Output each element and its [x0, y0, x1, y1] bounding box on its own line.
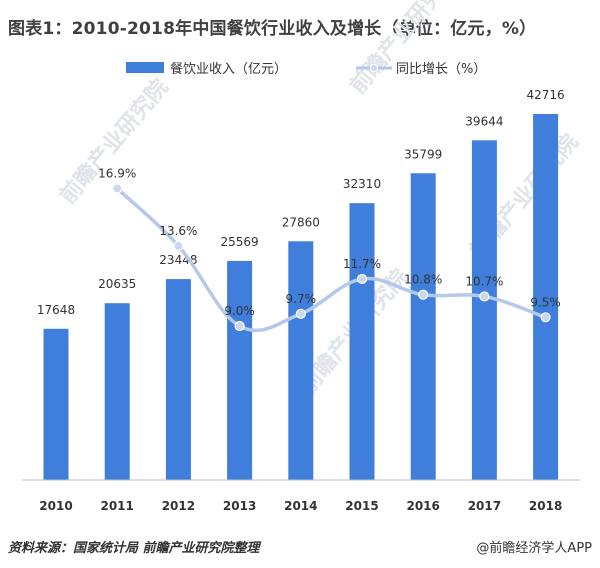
bar-2012 [165, 279, 191, 480]
growth-point-2017 [479, 291, 490, 302]
growth-label-2018: 9.5% [530, 295, 561, 309]
bar-label-2015: 32310 [343, 177, 381, 191]
growth-label-2017: 10.7% [465, 274, 503, 288]
legend-swatch-revenue [126, 62, 164, 73]
bar-2016 [410, 173, 436, 480]
chart-title: 图表1：2010-2018年中国餐饮行业收入及增长（单位：亿元，%） [8, 19, 537, 39]
bar-2017 [471, 140, 497, 480]
growth-point-2011 [112, 183, 123, 194]
x-tick-2010: 2010 [39, 499, 72, 513]
growth-label-2011: 16.9% [98, 167, 136, 181]
legend-label-revenue: 餐饮业收入（亿元） [170, 61, 287, 77]
x-tick-2013: 2013 [223, 499, 256, 513]
growth-label-2014: 9.7% [286, 292, 317, 306]
growth-label-2016: 10.8% [404, 273, 442, 287]
bar-label-2018: 42716 [527, 88, 565, 102]
bar-labels: 1764820635234482556927860323103579939644… [37, 88, 565, 317]
legend-label-growth: 同比增长（%） [396, 62, 486, 77]
brand-credit: @前瞻经济学人APP [476, 541, 592, 556]
legend-marker-growth [370, 64, 378, 72]
growth-label-2013: 9.0% [224, 304, 255, 318]
growth-point-2012 [173, 240, 184, 252]
watermark-text: 前瞻产业研究院 [345, 0, 464, 99]
bar-series [43, 114, 559, 480]
bar-2011 [104, 303, 130, 480]
x-tick-2015: 2015 [345, 499, 378, 513]
growth-label-2015: 11.7% [343, 257, 381, 271]
bar-2010 [43, 328, 69, 480]
source-note: 资料来源：国家统计局 前瞻产业研究院整理 [8, 541, 260, 556]
legend: 餐饮业收入（亿元） 同比增长（%） [126, 61, 486, 77]
bar-2015 [349, 203, 375, 480]
growth-point-2018 [540, 312, 551, 323]
watermark-layer: 前瞻产业研究院前瞻产业研究院前瞻产业研究院前瞻产业研究院 [55, 0, 584, 399]
x-tick-2012: 2012 [162, 499, 195, 513]
growth-point-2016 [418, 289, 429, 300]
growth-label-2012: 13.6% [159, 224, 197, 238]
growth-point-2013 [234, 320, 245, 332]
bar-label-2013: 25569 [221, 235, 259, 249]
x-tick-labels: 2010 2011 2012 2013 2014 2015 2016 2017 2018 [39, 499, 562, 513]
growth-labels: 16.9% 13.6% 9.0% 9.7% 11.7% 10.8% 10.7% 9.5% [98, 167, 561, 318]
bar-label-2011: 20635 [98, 277, 136, 291]
growth-point-2015 [356, 273, 368, 285]
x-tick-2018: 2018 [529, 499, 562, 513]
growth-point-2014 [295, 308, 306, 319]
bar-label-2016: 35799 [404, 147, 442, 161]
x-tick-2016: 2016 [406, 499, 439, 513]
bar-label-2010: 17648 [37, 303, 75, 317]
bar-2018 [533, 114, 559, 480]
bar-2014 [288, 241, 314, 480]
bar-label-2017: 39644 [465, 114, 503, 128]
bar-2013 [227, 260, 253, 480]
x-tick-2014: 2014 [284, 499, 317, 513]
bar-label-2014: 27860 [282, 215, 320, 229]
x-tick-2011: 2011 [100, 499, 133, 513]
x-tick-2017: 2017 [468, 499, 501, 513]
growth-line-series [112, 183, 551, 333]
